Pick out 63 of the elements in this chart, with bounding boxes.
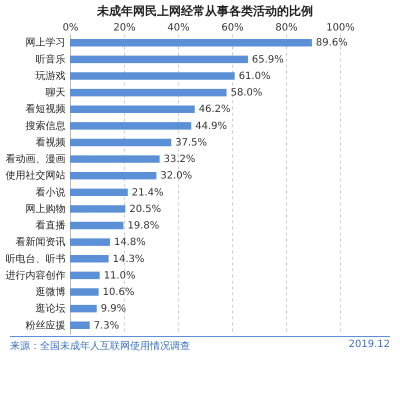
x-tick-label: 80% (275, 22, 298, 34)
y-tick-label: 看动画、漫画 (6, 153, 66, 166)
data-label: 46.2% (198, 104, 231, 116)
x-tick-label: 100% (326, 22, 355, 34)
data-label: 10.6% (102, 287, 134, 298)
chart-title: 未成年网民上网经常从事各类活动的比例 (96, 4, 313, 18)
data-label: 21.4% (132, 187, 164, 198)
data-label: 14.8% (114, 237, 146, 248)
y-tick-label: 玩游戏 (36, 70, 66, 82)
bar (70, 88, 227, 96)
bar (70, 288, 99, 296)
data-label: 20.5% (129, 204, 162, 215)
bar (70, 322, 90, 330)
y-tick-label: 网上购物 (26, 202, 66, 215)
bar (70, 222, 124, 230)
y-tick-label: 粉丝应援 (26, 319, 66, 332)
data-label: 11.0% (104, 270, 136, 282)
x-tick-label: 60% (221, 22, 244, 34)
data-label: 37.5% (175, 137, 208, 148)
bar (70, 105, 195, 113)
y-tick-label: 搜索信息 (26, 120, 66, 132)
data-label: 58.0% (230, 88, 262, 99)
x-tick-label: 40% (167, 22, 190, 34)
y-tick-label: 聊天 (46, 86, 66, 99)
bar (70, 138, 172, 146)
data-label: 65.9% (252, 54, 284, 66)
bar (70, 272, 100, 280)
bar (70, 38, 312, 46)
data-label: 9.9% (100, 304, 126, 315)
bar (70, 172, 156, 180)
y-tick-label: 听音乐 (36, 53, 66, 66)
data-label: 19.8% (127, 220, 160, 232)
data-label: 89.6% (316, 38, 348, 49)
data-label: 7.3% (94, 320, 120, 332)
y-tick-label: 看直播 (36, 220, 66, 232)
y-tick-label: 看视频 (36, 136, 66, 148)
text: 2019.12 (348, 339, 390, 352)
y-tick-label: 使用社交网站 (6, 170, 66, 182)
y-tick-label: 逛论坛 (36, 302, 66, 315)
bar (70, 238, 110, 246)
y-tick-label: 逛微博 (36, 286, 66, 298)
bar (70, 304, 97, 312)
bar (70, 155, 160, 163)
y-tick-label: 听电台、听书 (6, 252, 66, 265)
y-tick-label: 看短视频 (26, 103, 66, 116)
y-tick-label: 看小说 (36, 186, 66, 198)
y-tick-label: 进行内容创作 (6, 269, 66, 282)
bar (70, 72, 235, 80)
data-label: 14.3% (112, 254, 144, 265)
data-label: 32.0% (160, 170, 192, 182)
bar (70, 255, 109, 263)
bar (70, 56, 248, 64)
y-tick-label: 网上学习 (26, 36, 66, 49)
bar (70, 188, 128, 196)
bar (70, 205, 126, 213)
y-tick-label: 看新闻资讯 (16, 236, 66, 248)
source-note: 来源：全国未成年人互联网使用情况调查 (10, 340, 190, 353)
bar (70, 122, 192, 130)
data-label: 44.9% (195, 120, 228, 132)
x-tick-label: 0% (62, 22, 78, 34)
data-label: 61.0% (238, 70, 270, 82)
data-label: 33.2% (164, 154, 196, 166)
x-tick-label: 20% (113, 22, 136, 34)
